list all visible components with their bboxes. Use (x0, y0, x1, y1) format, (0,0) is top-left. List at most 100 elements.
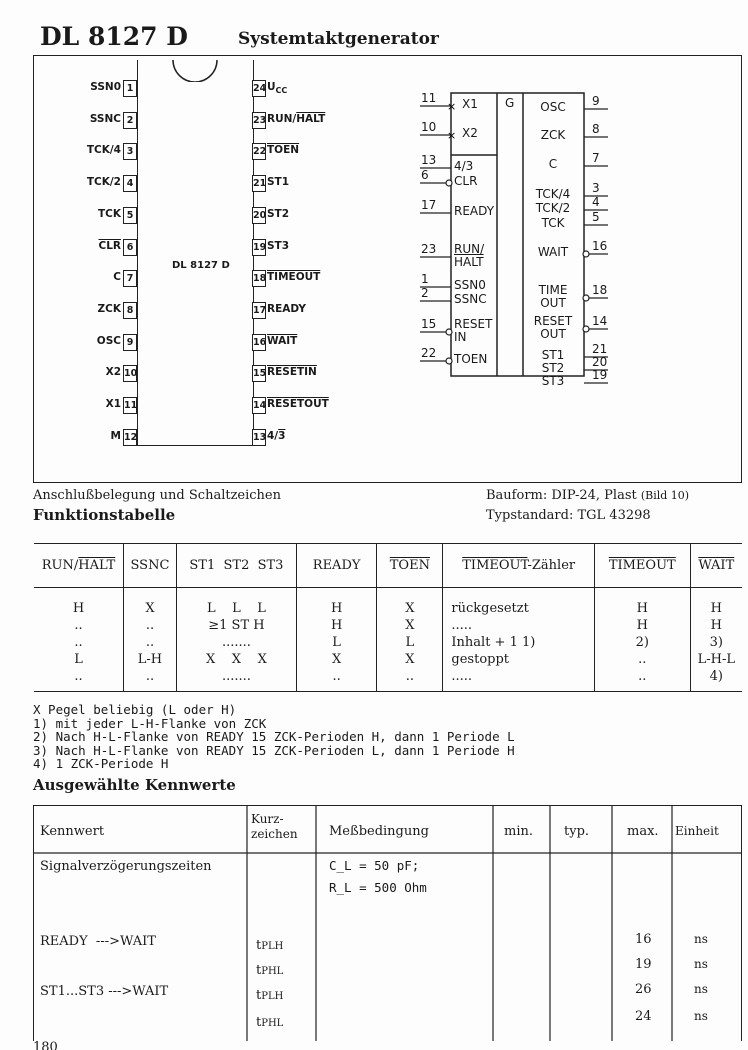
part-number: DL 8127 D (40, 22, 188, 51)
pin-number: 20 (592, 355, 608, 369)
function-table-cell: .. (638, 669, 647, 684)
col-messbedingung: Meßbedingung (329, 824, 429, 839)
function-table-cell: ....... (221, 669, 251, 684)
pin-label-group: TIME OUT (526, 284, 580, 310)
pin-label: TCK (97, 207, 121, 220)
function-table-cell: .. (332, 669, 341, 684)
pin-label: TCK (541, 216, 565, 230)
pin-number: 23 (421, 242, 437, 256)
col-kennwert: Kennwert (40, 824, 105, 839)
function-table-cell: ..... (451, 669, 473, 684)
pin-label-group: RESET OUT (526, 315, 580, 341)
footnote: 3) Nach H-L-Flanke von READY 15 ZCK-Peri… (33, 742, 515, 758)
pin-label: READY (454, 204, 495, 218)
pin-label: TCK/4 (535, 187, 571, 201)
pin-label: ZCK (540, 128, 566, 142)
pin-label: CLR (454, 174, 478, 188)
function-table-cell: H (710, 601, 722, 616)
page-number: 180 (33, 1040, 58, 1050)
pin-label: TIMEOUT (267, 271, 321, 284)
pin-label: WAIT (537, 245, 569, 259)
pin-number: 6 (123, 238, 137, 256)
pin-number: 17 (252, 301, 266, 319)
function-table-cell: .. (74, 618, 83, 633)
function-table-header: RUN/HALT SSNC ST1 ST2 ST3 READY TOEN TIM… (34, 543, 742, 588)
symbol-g-label: G (505, 96, 515, 110)
pin-label: TCK/4 (86, 144, 121, 157)
pin-number: 24 (252, 80, 266, 97)
pin-label: TIME (538, 283, 568, 297)
function-table-column: X X L X.. (376, 587, 443, 692)
pin-number: 8 (592, 122, 600, 136)
function-table-cell: .. (638, 652, 647, 667)
function-table-cell: rückgesetzt (451, 601, 529, 616)
symbol-code: tPLH (256, 938, 284, 953)
pin-number: 14 (252, 397, 266, 414)
pin-label: 4/3 (267, 429, 286, 442)
pin-number: 7 (592, 151, 600, 165)
type-standard: Typstandard: TGL 43298 (486, 508, 651, 523)
pin-label: RUN/HALT (267, 112, 326, 125)
condition-cl: C_L = 50 pF; (329, 858, 420, 873)
pin-number: 10 (123, 365, 137, 383)
function-table-cell: .. (74, 635, 83, 650)
kennwert-label: ST1...ST3 --->WAIT (40, 984, 169, 999)
pin-label-group: READY (454, 205, 494, 218)
pin-label-group: TCK (526, 217, 580, 230)
function-table-cell: Inhalt + 1 1) (451, 635, 536, 650)
pin-number: 5 (592, 210, 600, 224)
pin-label-group: ZCK (526, 129, 580, 142)
pin-number: 1 (421, 272, 429, 286)
negation-bubble (582, 325, 590, 333)
negation-bubble (445, 328, 453, 336)
function-table: RUN/HALT SSNC ST1 ST2 ST3 READY TOEN TIM… (34, 543, 742, 692)
pin-label: RESETIN (267, 366, 317, 379)
negation-bubble (582, 294, 590, 302)
function-table-title: Funktionstabelle (33, 506, 176, 524)
col-max: max. (627, 824, 659, 839)
function-table-cell: X (405, 618, 415, 633)
footnote: 4) 1 ZCK-Periode H (33, 756, 169, 771)
function-table-column: H H 2).... (593, 587, 691, 692)
pin-number: 2 (123, 111, 137, 129)
pin-label-line2: HALT (454, 255, 484, 269)
pin-label: READY (267, 302, 306, 315)
pin-label: X1 (462, 97, 478, 111)
function-table-cell: L L L (206, 601, 266, 616)
group-label: Signalverzögerungszeiten (40, 859, 212, 874)
pin-label: RESET (454, 317, 493, 331)
pin-label: WAIT (267, 334, 298, 347)
max-value: 26 (635, 982, 652, 997)
pin-number: 15 (252, 365, 266, 383)
header-run-halt: RUN/HALT (41, 558, 116, 573)
function-table-cell: H (636, 601, 648, 616)
col-kurzzeichen: Kurz- zeichen (251, 812, 298, 841)
pin-label: SSN0 (90, 81, 121, 93)
max-value: 16 (635, 932, 652, 947)
kennwerte-title: Ausgewählte Kennwerte (33, 776, 236, 794)
chip-notch (172, 60, 218, 82)
pin-label-group: TCK/4 (526, 188, 580, 201)
pin-number: 3 (592, 181, 600, 195)
negation-bubble (445, 357, 453, 365)
chip-label: DL 8127 D (172, 260, 230, 271)
header-toen: TOEN (376, 543, 443, 588)
pin-label: ST2 (267, 207, 290, 220)
pin-label: X1 (105, 398, 121, 410)
pin-number: 14 (592, 314, 608, 328)
x-mark: × (447, 100, 456, 113)
pin-number: 21 (252, 175, 266, 193)
pin-label: CLR (98, 239, 121, 252)
pin-label-group: C (526, 158, 580, 171)
function-table-column: X.... L-H.. (123, 587, 177, 692)
bild-ref: (Bild 10) (640, 489, 690, 502)
x-mark: × (447, 129, 456, 142)
symbol-code: tPLH (256, 988, 284, 1003)
function-table-column: rückgesetzt..... Inhalt + 1 1) gestoppt...… (442, 587, 595, 692)
unit: ns (694, 1009, 708, 1023)
pin-label: 4/3 (454, 159, 474, 173)
pin-label-group: CLR (454, 175, 477, 188)
pin-label: SSNC (89, 112, 121, 125)
part-description: Systemtaktgenerator (238, 29, 439, 49)
